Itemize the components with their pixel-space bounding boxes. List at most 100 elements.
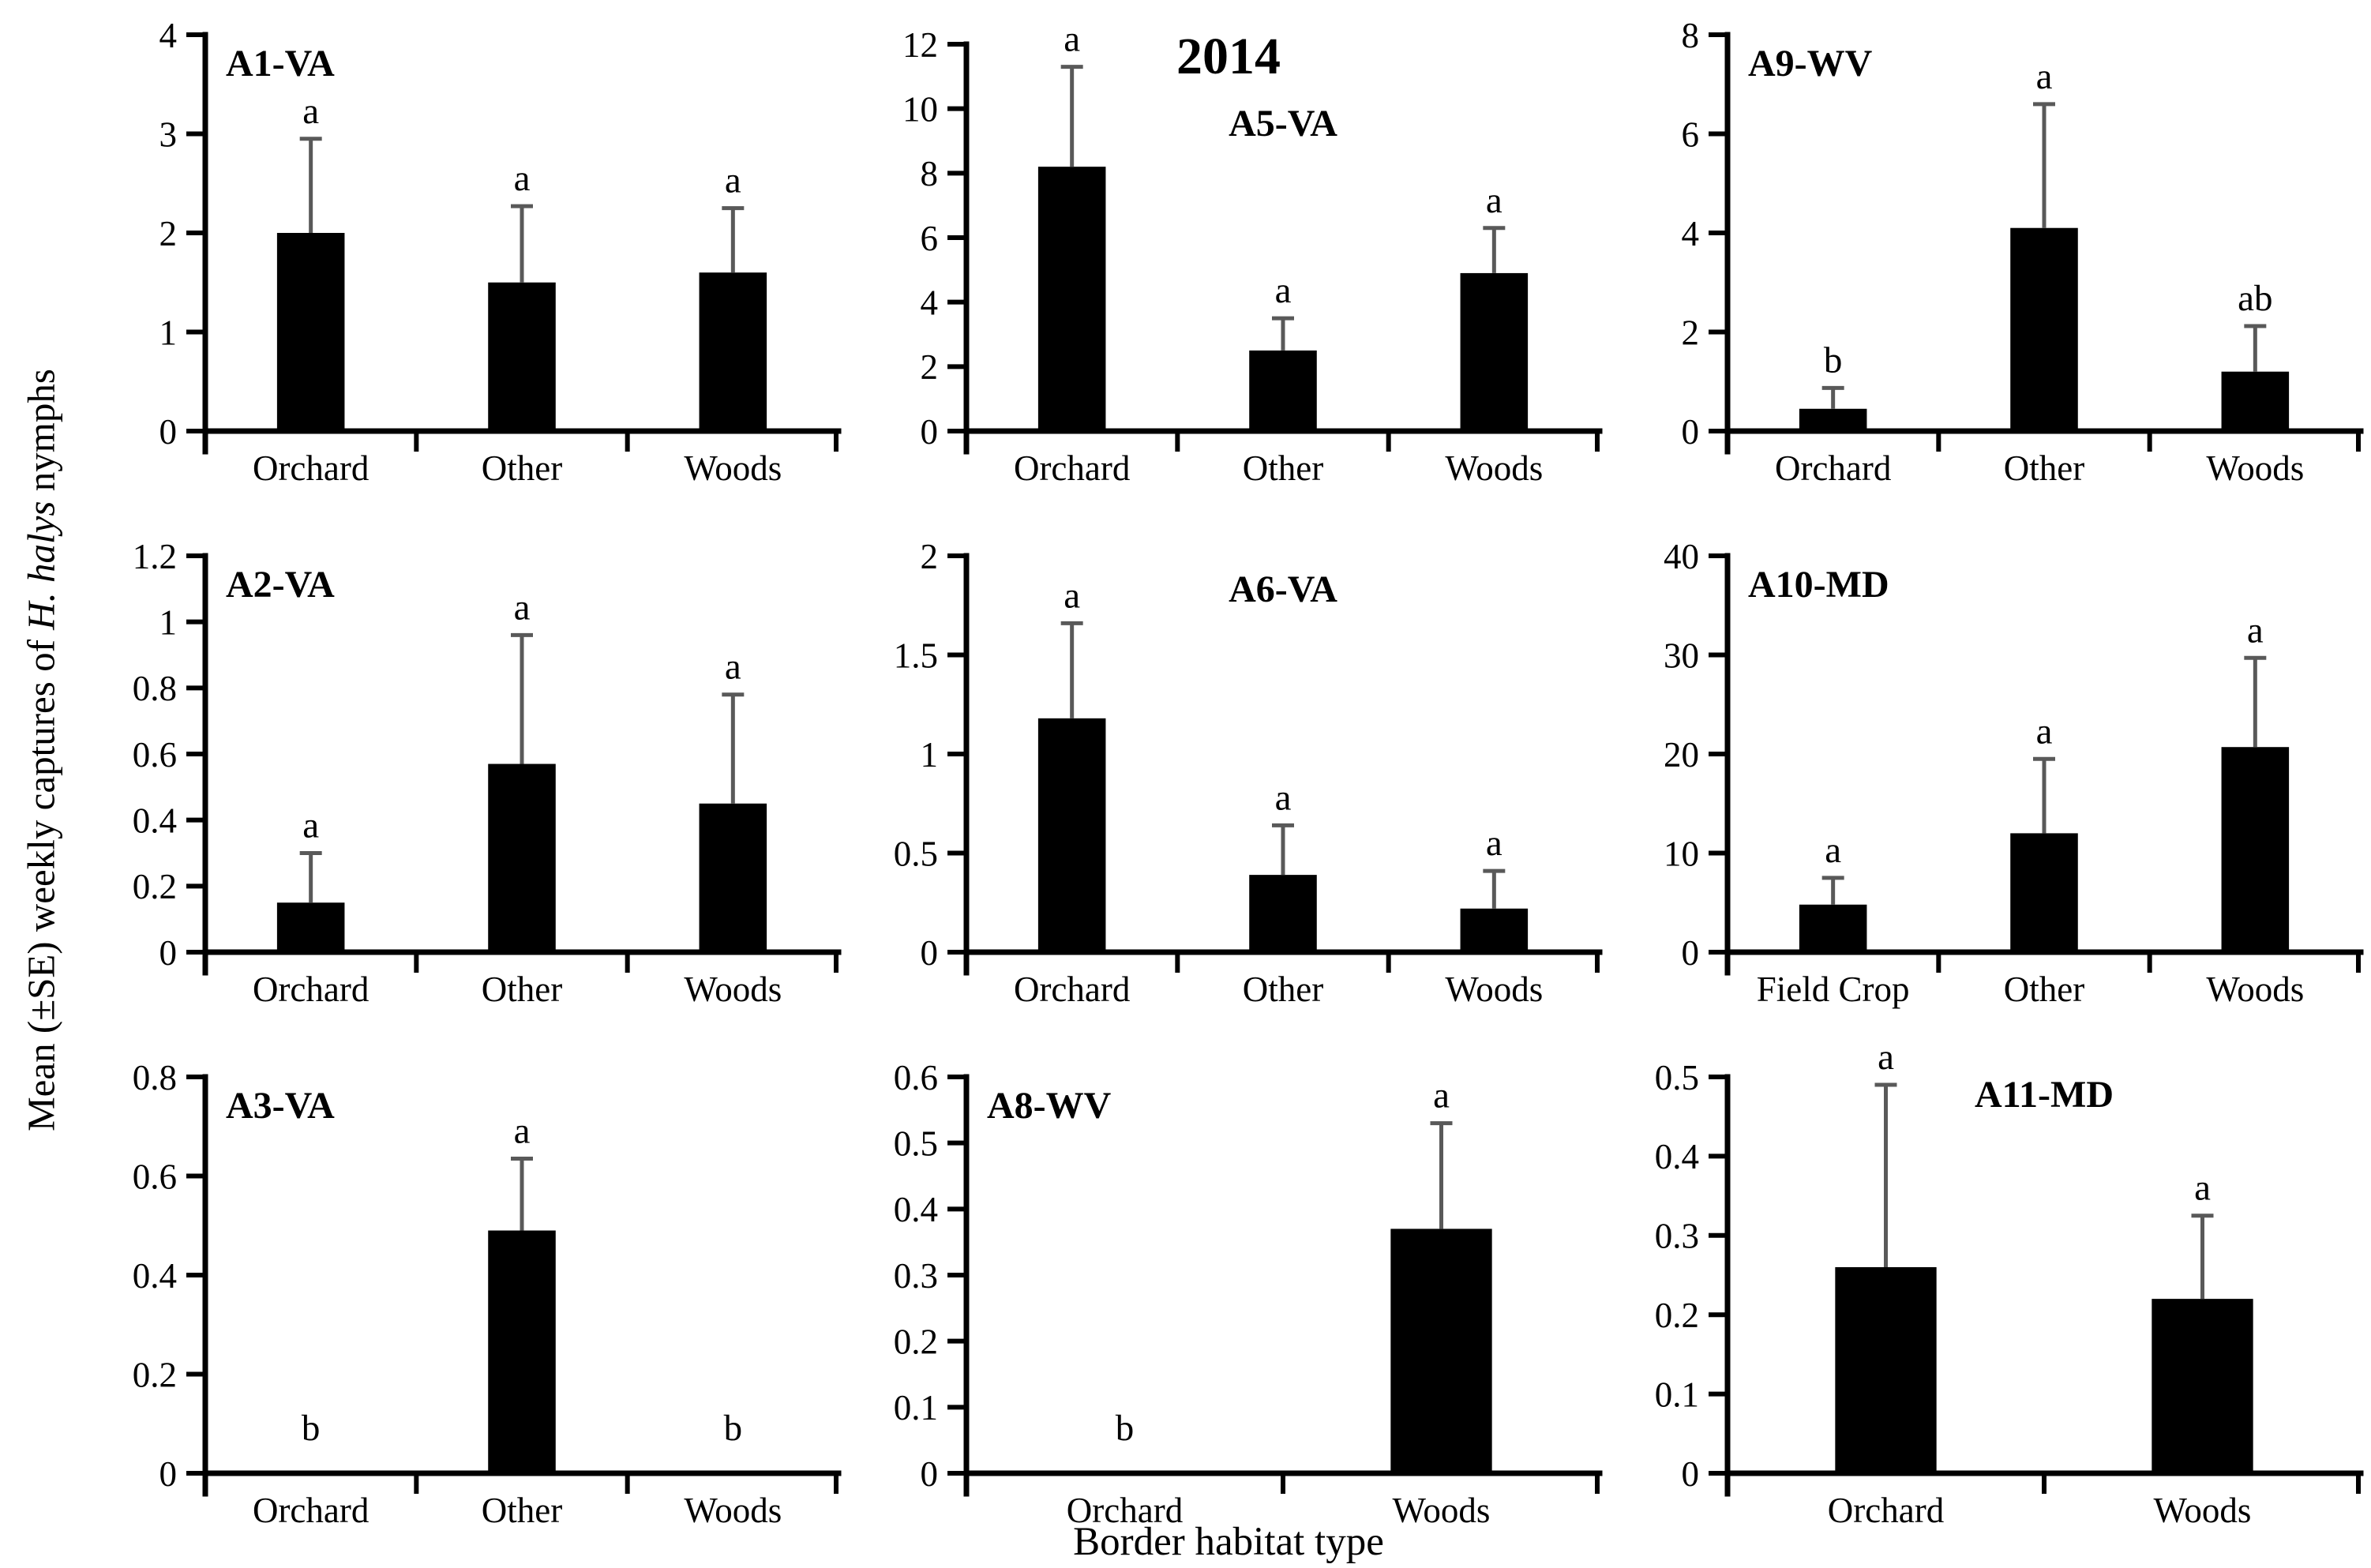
sig-letter: a xyxy=(514,587,531,628)
bar xyxy=(2010,227,2078,431)
category-label: Woods xyxy=(2206,970,2304,1009)
y-tick-label: 0.2 xyxy=(133,867,177,906)
bar xyxy=(1460,908,1529,952)
bar xyxy=(1037,718,1106,952)
sig-letter: a xyxy=(725,160,741,201)
y-tick-label: 0.1 xyxy=(1655,1375,1699,1414)
y-tick-label: 0.3 xyxy=(1655,1217,1699,1256)
sig-letter: a xyxy=(302,91,319,132)
category-label: Other xyxy=(2004,970,2084,1009)
y-tick-label: 1.2 xyxy=(133,537,177,576)
sig-letter: b xyxy=(1824,339,1843,381)
y-tick-label: 6 xyxy=(1682,114,1700,154)
y-tick-label: 1 xyxy=(921,735,939,775)
sig-letter: a xyxy=(2036,711,2053,752)
bar xyxy=(2152,1299,2253,1473)
panel-A9-WV: 0 2 4 6 8 b Orchard a Other ab Woods A9-WV xyxy=(1682,16,2364,488)
sig-letter: a xyxy=(1064,19,1080,60)
y-tick-label: 40 xyxy=(1664,537,1699,576)
category-label: Orchard xyxy=(1014,970,1130,1009)
bar xyxy=(1835,1266,1937,1473)
y-tick-label: 20 xyxy=(1664,735,1699,775)
sig-letter: a xyxy=(2247,610,2264,651)
bar xyxy=(1460,272,1529,431)
bar xyxy=(488,282,556,431)
bar xyxy=(276,902,345,952)
category-label: Other xyxy=(482,448,562,488)
bar xyxy=(1799,408,1867,431)
y-tick-label: 0 xyxy=(1682,1454,1700,1494)
y-tick-label: 0.4 xyxy=(133,1256,177,1296)
panel-A6-VA: 0 0.5 1 1.5 2 a Orchard a Other a Woods A6-VA xyxy=(894,537,1603,1009)
y-tick-label: 0.5 xyxy=(1655,1058,1699,1097)
y-tick-label: 4 xyxy=(159,16,178,55)
category-label: Woods xyxy=(684,970,782,1009)
x-axis-label: Border habitat type xyxy=(1073,1520,1384,1564)
category-label: Other xyxy=(482,970,562,1009)
y-tick-label: 0 xyxy=(1682,412,1700,452)
chart-cell-A8-WV: 0 0.1 0.2 0.3 0.4 0.5 0.6 b Orchard a Woods A8-WV xyxy=(848,1044,1609,1565)
bar xyxy=(1037,167,1106,431)
panel-A8-WV: 0 0.1 0.2 0.3 0.4 0.5 0.6 b Orchard a Woods A8-WV xyxy=(894,1058,1603,1530)
y-tick-label: 2 xyxy=(159,214,178,253)
y-tick-label: 0 xyxy=(159,412,178,452)
y-axis-label-prefix: Mean (±SE) weekly captures of xyxy=(19,629,63,1131)
category-label: Other xyxy=(2004,448,2084,488)
sig-letter: a xyxy=(1825,830,1841,871)
panel-A1-VA: 0 1 2 3 4 a Orchard a Other a Woods A1-VA xyxy=(159,16,842,488)
sig-letter: a xyxy=(1433,1075,1450,1116)
sig-letter: a xyxy=(1275,270,1292,311)
sig-letter: a xyxy=(1486,823,1503,864)
bar xyxy=(1799,904,1867,952)
bar xyxy=(276,233,345,431)
panel-title: A10-MD xyxy=(1748,564,1889,606)
sig-letter: b xyxy=(1116,1408,1135,1449)
y-tick-label: 2 xyxy=(921,537,939,576)
panel-title: A6-VA xyxy=(1229,568,1337,610)
category-label: Woods xyxy=(1445,448,1543,488)
y-tick-label: 0.4 xyxy=(133,801,177,840)
bar xyxy=(699,803,767,952)
panel-title: A2-VA xyxy=(226,564,335,606)
y-tick-label: 0.2 xyxy=(1655,1296,1699,1335)
y-tick-label: 0.5 xyxy=(894,1123,938,1163)
chart-cell-A11-MD: 0 0.1 0.2 0.3 0.4 0.5 a Orchard a Woods A11-MD xyxy=(1609,1037,2370,1565)
figure-title: 2014 xyxy=(1176,28,1281,85)
category-label: Orchard xyxy=(1775,448,1891,488)
chart-cell-A2-VA: 0 0.2 0.4 0.6 0.8 1 1.2 a Orchard a Other a Woods A2-… xyxy=(87,523,848,1044)
category-label: Orchard xyxy=(1067,1491,1183,1530)
category-label: Field Crop xyxy=(1757,970,1910,1009)
y-tick-label: 4 xyxy=(1682,214,1700,253)
category-label: Orchard xyxy=(253,970,369,1009)
chart-cell-A6-VA: 0 0.5 1 1.5 2 a Orchard a Other a Woods A6-VA xyxy=(848,523,1609,1044)
sig-letter: b xyxy=(724,1408,743,1449)
y-tick-label: 0.4 xyxy=(1655,1137,1699,1176)
category-label: Orchard xyxy=(253,448,369,488)
category-label: Woods xyxy=(1445,970,1543,1009)
y-tick-label: 3 xyxy=(159,114,178,154)
y-tick-label: 0 xyxy=(1682,933,1700,973)
y-tick-label: 0.1 xyxy=(894,1388,938,1427)
y-tick-label: 0 xyxy=(159,933,178,973)
y-tick-label: 8 xyxy=(1682,16,1700,55)
y-tick-label: 0.8 xyxy=(133,669,177,708)
sig-letter: a xyxy=(2036,56,2053,97)
category-label: Woods xyxy=(2154,1491,2252,1530)
y-tick-label: 1 xyxy=(159,602,178,642)
panel-A3-VA: 0 0.2 0.4 0.6 0.8 b Orchard a Other b Woods A3-VA xyxy=(133,1058,842,1530)
bar xyxy=(1249,875,1317,952)
panel-title: A3-VA xyxy=(226,1085,335,1127)
y-tick-label: 0 xyxy=(159,1454,178,1494)
y-tick-label: 0 xyxy=(921,933,939,973)
y-tick-label: 4 xyxy=(921,283,939,322)
y-tick-label: 0 xyxy=(921,412,939,452)
bar xyxy=(1249,350,1317,431)
panel-title: A8-WV xyxy=(987,1085,1112,1127)
category-label: Other xyxy=(1243,448,1323,488)
y-tick-label: 0.6 xyxy=(133,1157,177,1196)
sig-letter: a xyxy=(1064,575,1080,616)
y-tick-label: 0.6 xyxy=(894,1058,938,1097)
y-tick-label: 0.2 xyxy=(894,1322,938,1361)
bar xyxy=(488,763,556,952)
chart-cell-A10-MD: 0 10 20 30 40 a Field Crop a Other a Woods A10-MD xyxy=(1609,523,2370,1044)
